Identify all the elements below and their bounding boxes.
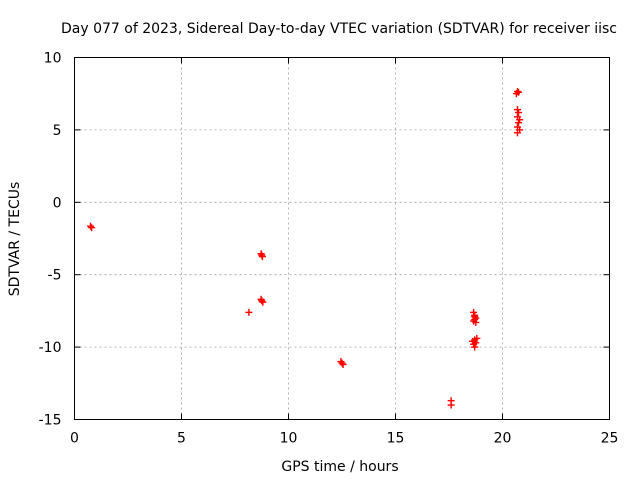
y-tick-label: 10: [44, 51, 62, 67]
y-tick-label: -15: [39, 413, 62, 429]
x-tick-label: 0: [70, 431, 79, 447]
y-tick-label: 5: [53, 123, 62, 139]
point-layer: [87, 88, 524, 409]
data-point: [339, 360, 347, 368]
y-tick-label: -5: [48, 268, 62, 284]
chart-title: Day 077 of 2023, Sidereal Day-to-day VTE…: [61, 21, 617, 37]
data-point: [258, 253, 266, 261]
y-tick-label: 0: [53, 195, 62, 211]
y-tick-label: -10: [39, 340, 62, 356]
x-axis-label: GPS time / hours: [281, 459, 398, 475]
data-point: [473, 334, 481, 342]
data-point: [513, 129, 521, 137]
data-point: [471, 343, 479, 351]
x-tick-label: 25: [601, 431, 619, 447]
data-point: [87, 222, 95, 230]
x-tick-label: 20: [494, 431, 512, 447]
tick-layer: 0 5 10 15 20 25 10 5 0 -5 -10 -15: [39, 51, 619, 447]
y-axis-label: SDTVAR / TECUs: [7, 182, 23, 297]
data-point: [447, 401, 455, 409]
data-point: [515, 109, 523, 117]
data-point: [513, 88, 521, 96]
data-point: [338, 359, 346, 367]
data-point: [245, 308, 253, 316]
data-point: [88, 224, 96, 232]
plot-frame: [74, 57, 610, 420]
data-point: [515, 88, 523, 96]
data-point: [259, 298, 267, 306]
x-tick-label: 10: [280, 431, 298, 447]
data-point: [515, 119, 523, 127]
data-point: [258, 297, 266, 305]
data-point: [472, 339, 480, 347]
x-tick-label: 5: [177, 431, 186, 447]
x-tick-label: 15: [387, 431, 405, 447]
data-point: [471, 316, 479, 324]
